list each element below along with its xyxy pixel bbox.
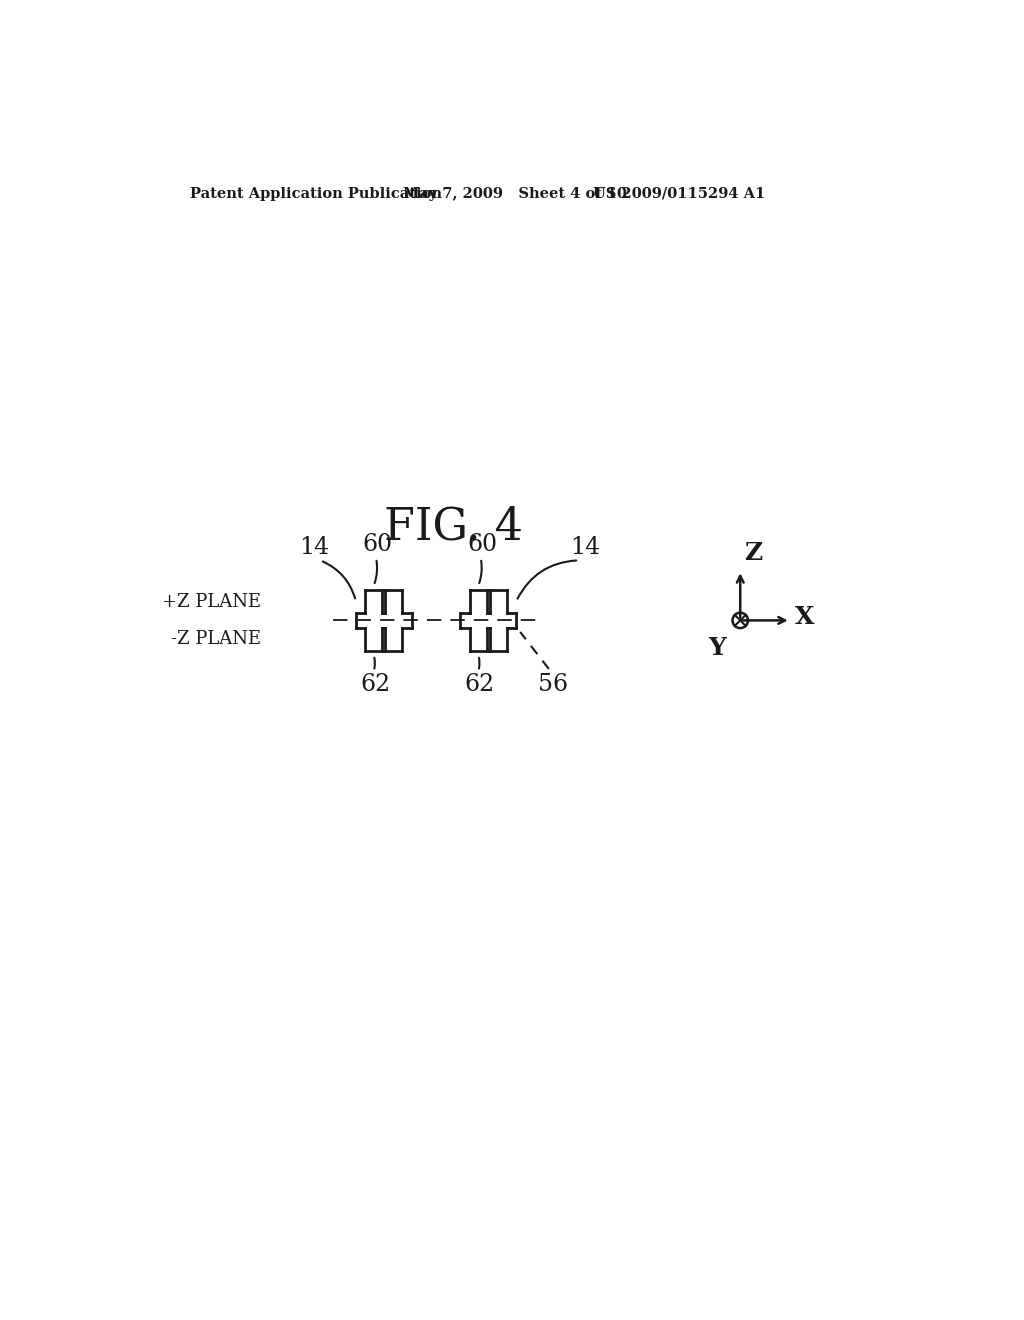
Text: 62: 62: [465, 673, 495, 696]
Text: 14: 14: [299, 536, 329, 558]
Text: Patent Application Publication: Patent Application Publication: [190, 187, 442, 201]
Text: 60: 60: [362, 533, 392, 557]
Text: +Z PLANE: +Z PLANE: [162, 593, 261, 611]
Text: X: X: [795, 606, 814, 630]
Text: 62: 62: [360, 673, 390, 696]
Text: May 7, 2009   Sheet 4 of 10: May 7, 2009 Sheet 4 of 10: [403, 187, 627, 201]
Text: FIG. 4: FIG. 4: [384, 506, 523, 548]
Text: 60: 60: [467, 533, 498, 557]
Text: Z: Z: [744, 541, 762, 565]
Text: -Z PLANE: -Z PLANE: [171, 630, 261, 648]
Text: 56: 56: [538, 673, 567, 696]
Text: 14: 14: [570, 536, 600, 558]
Text: US 2009/0115294 A1: US 2009/0115294 A1: [593, 187, 765, 201]
Text: Y: Y: [709, 636, 726, 660]
